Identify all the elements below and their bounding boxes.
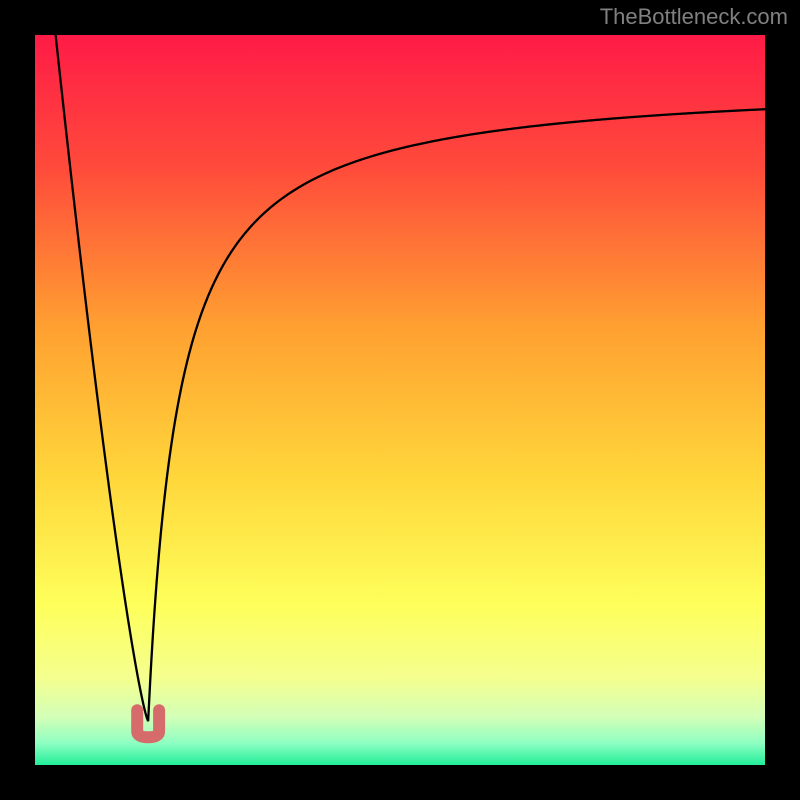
chart-frame: TheBottleneck.com: [0, 0, 800, 800]
watermark-text: TheBottleneck.com: [600, 4, 788, 30]
bottleneck-plot: [35, 35, 765, 765]
gradient-background: [35, 35, 765, 765]
